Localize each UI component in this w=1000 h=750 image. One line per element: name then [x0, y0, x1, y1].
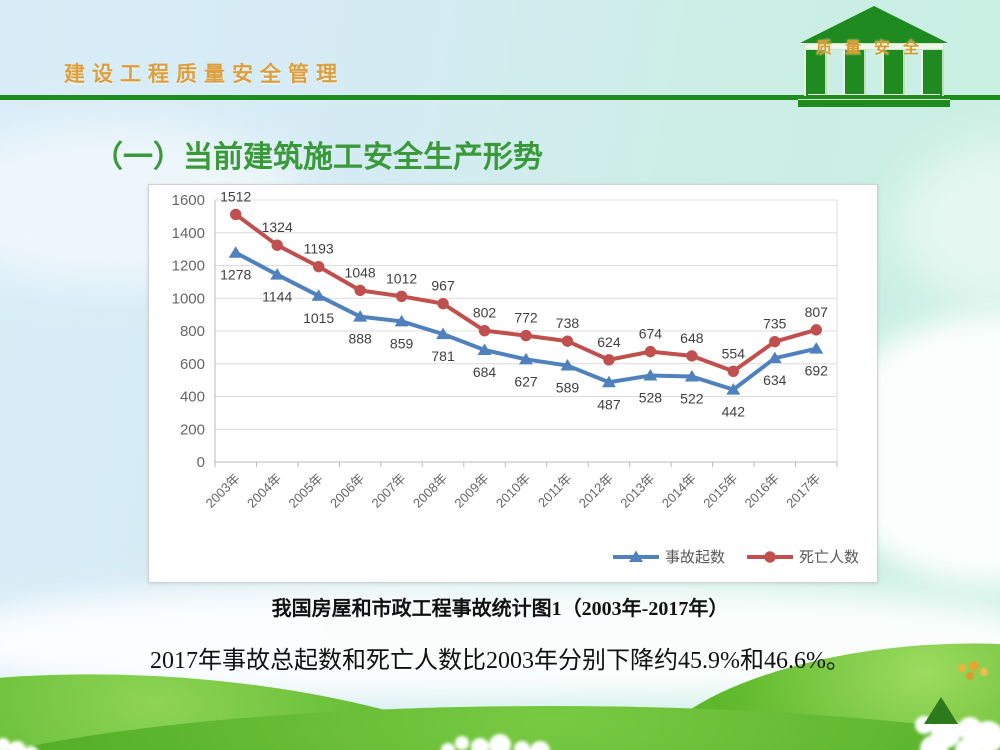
svg-text:802: 802 — [473, 305, 497, 321]
logo-base — [808, 94, 940, 101]
svg-text:1400: 1400 — [172, 225, 205, 242]
cloud — [895, 140, 1000, 310]
next-slide-button[interactable] — [924, 697, 958, 724]
svg-text:2014年: 2014年 — [659, 471, 699, 511]
svg-text:807: 807 — [805, 304, 829, 320]
svg-text:781: 781 — [431, 348, 455, 364]
svg-text:1048: 1048 — [345, 264, 376, 280]
chart-caption: 我国房屋和市政工程事故统计图1（2003年-2017年） — [271, 598, 729, 620]
svg-text:1015: 1015 — [303, 310, 334, 326]
svg-text:627: 627 — [514, 373, 538, 389]
header-divider-line — [0, 95, 1000, 100]
summary-text: 2017年事故总起数和死亡人数比2003年分别下降约45.9%和46.6%。 — [150, 648, 850, 674]
svg-text:674: 674 — [639, 326, 663, 342]
svg-text:2006年: 2006年 — [327, 471, 367, 511]
svg-text:528: 528 — [639, 390, 663, 406]
svg-text:1193: 1193 — [304, 241, 334, 257]
svg-text:967: 967 — [431, 278, 455, 294]
grass-hill-front — [0, 706, 1000, 750]
svg-text:2004年: 2004年 — [244, 471, 284, 511]
svg-text:1324: 1324 — [262, 219, 293, 235]
svg-text:648: 648 — [680, 330, 704, 346]
svg-text:487: 487 — [597, 396, 621, 412]
slide-title: （一）当前建筑施工安全生产形势 — [93, 141, 543, 174]
svg-text:600: 600 — [180, 356, 205, 373]
svg-text:735: 735 — [763, 316, 787, 332]
svg-text:1200: 1200 — [172, 258, 205, 275]
svg-text:2015年: 2015年 — [700, 471, 740, 511]
logo-base — [798, 99, 950, 107]
flower-cluster — [0, 738, 10, 750]
svg-text:522: 522 — [680, 391, 704, 407]
flower-cluster — [455, 736, 469, 750]
svg-text:692: 692 — [805, 363, 829, 379]
svg-text:684: 684 — [473, 364, 497, 380]
svg-text:1144: 1144 — [262, 289, 292, 305]
svg-text:400: 400 — [180, 389, 205, 406]
svg-text:2008年: 2008年 — [410, 471, 450, 511]
svg-text:2009年: 2009年 — [451, 471, 491, 511]
svg-text:554: 554 — [722, 345, 746, 361]
svg-text:1000: 1000 — [172, 290, 205, 307]
svg-text:1012: 1012 — [386, 270, 417, 286]
svg-text:800: 800 — [180, 323, 205, 340]
line-chart-panel: 0 200 400 600 800 1000 1200 1400 1600 2003年 2004年 2… — [148, 184, 878, 583]
svg-text:2012年: 2012年 — [576, 471, 616, 511]
svg-text:2005年: 2005年 — [286, 471, 326, 511]
svg-text:2017年: 2017年 — [783, 471, 823, 511]
svg-text:1600: 1600 — [172, 192, 205, 209]
svg-text:2007年: 2007年 — [368, 471, 408, 511]
svg-text:事故起数: 事故起数 — [665, 549, 725, 566]
svg-text:1512: 1512 — [220, 188, 251, 204]
svg-text:589: 589 — [556, 380, 580, 396]
logo-roof-icon — [800, 6, 948, 43]
svg-text:859: 859 — [390, 335, 414, 351]
svg-text:2011年: 2011年 — [535, 471, 575, 511]
quality-safety-logo: 质量安全 — [798, 6, 950, 107]
svg-text:死亡人数: 死亡人数 — [799, 549, 859, 566]
svg-text:2013年: 2013年 — [617, 471, 657, 511]
svg-text:634: 634 — [763, 372, 787, 388]
svg-text:1278: 1278 — [220, 267, 251, 283]
svg-text:888: 888 — [348, 331, 372, 347]
svg-text:2016年: 2016年 — [742, 471, 782, 511]
svg-text:0: 0 — [197, 454, 205, 471]
logo-entablature — [804, 43, 944, 50]
svg-text:738: 738 — [556, 315, 580, 331]
svg-text:2010年: 2010年 — [493, 471, 533, 511]
svg-text:200: 200 — [180, 421, 205, 438]
logo-text: 质量安全 — [815, 40, 932, 57]
svg-text:442: 442 — [722, 404, 746, 420]
svg-text:772: 772 — [514, 310, 538, 326]
header-title: 建设工程质量安全管理 — [64, 63, 344, 86]
svg-text:624: 624 — [597, 334, 621, 350]
svg-text:2003年: 2003年 — [203, 471, 243, 511]
logo-columns-icon — [804, 50, 944, 96]
